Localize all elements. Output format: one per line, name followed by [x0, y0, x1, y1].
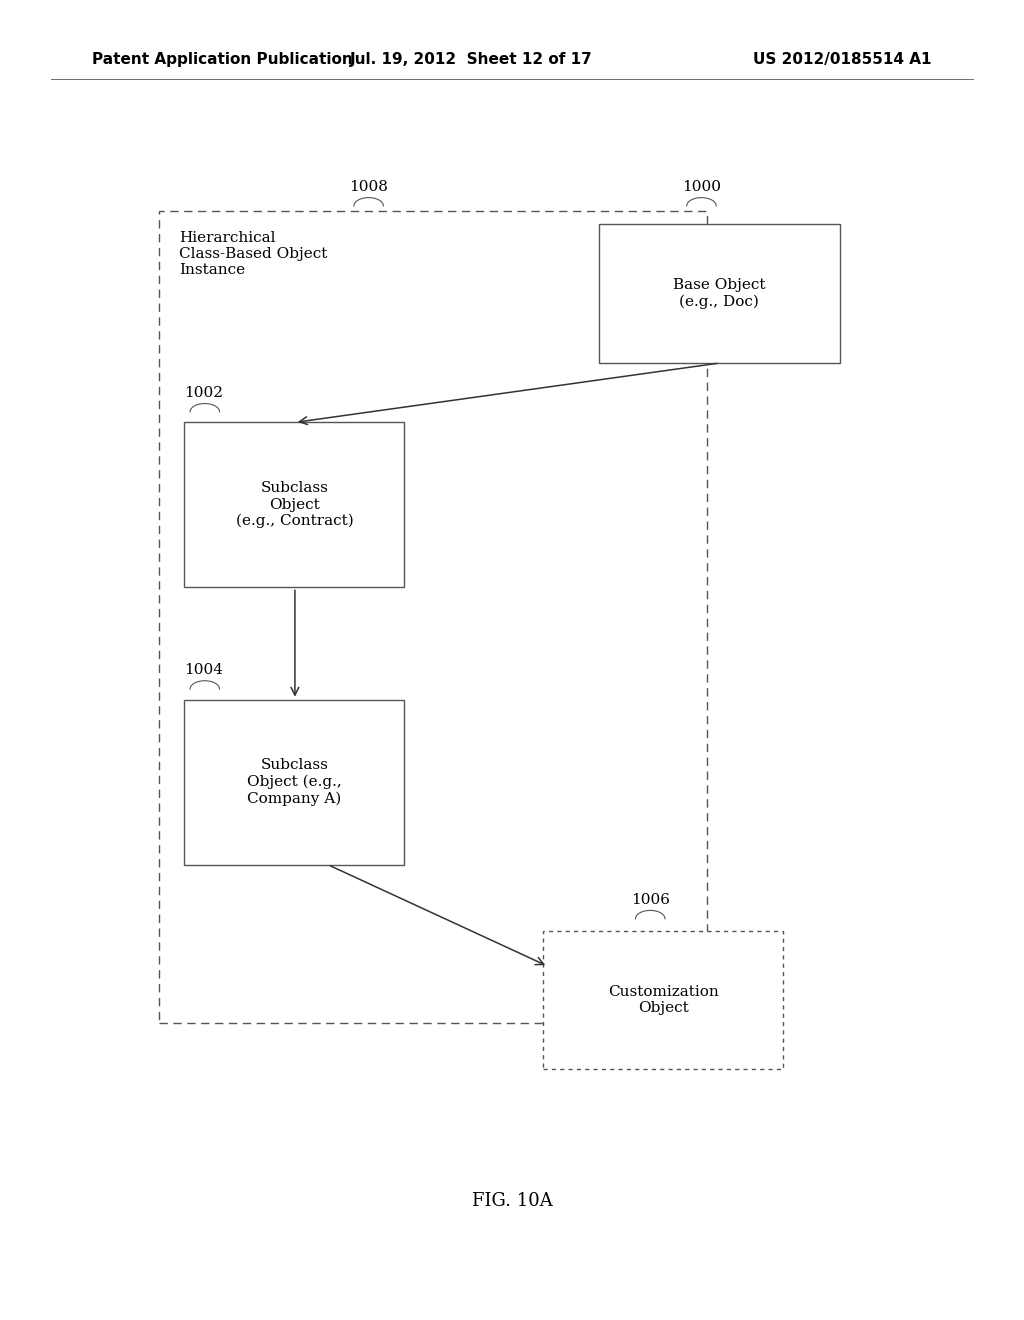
Bar	[599, 224, 840, 363]
Text: FIG. 10A: FIG. 10A	[472, 1192, 552, 1210]
Bar	[184, 422, 404, 587]
Bar	[159, 211, 707, 1023]
Text: 1002: 1002	[184, 385, 223, 400]
Text: Customization
Object: Customization Object	[607, 985, 719, 1015]
Text: Subclass
Object (e.g.,
Company A): Subclass Object (e.g., Company A)	[247, 759, 342, 805]
Text: Patent Application Publication: Patent Application Publication	[92, 51, 353, 67]
Bar	[184, 700, 404, 865]
Text: Subclass
Object
(e.g., Contract): Subclass Object (e.g., Contract)	[236, 482, 353, 528]
Text: Jul. 19, 2012  Sheet 12 of 17: Jul. 19, 2012 Sheet 12 of 17	[349, 51, 593, 67]
Text: 1008: 1008	[349, 180, 388, 194]
Text: 1006: 1006	[631, 892, 670, 907]
Text: Hierarchical
Class-Based Object
Instance: Hierarchical Class-Based Object Instance	[179, 231, 328, 277]
Text: 1000: 1000	[682, 180, 721, 194]
Text: US 2012/0185514 A1: US 2012/0185514 A1	[754, 51, 932, 67]
Bar	[543, 931, 783, 1069]
Text: Base Object
(e.g., Doc): Base Object (e.g., Doc)	[673, 279, 766, 309]
Text: 1004: 1004	[184, 663, 223, 677]
